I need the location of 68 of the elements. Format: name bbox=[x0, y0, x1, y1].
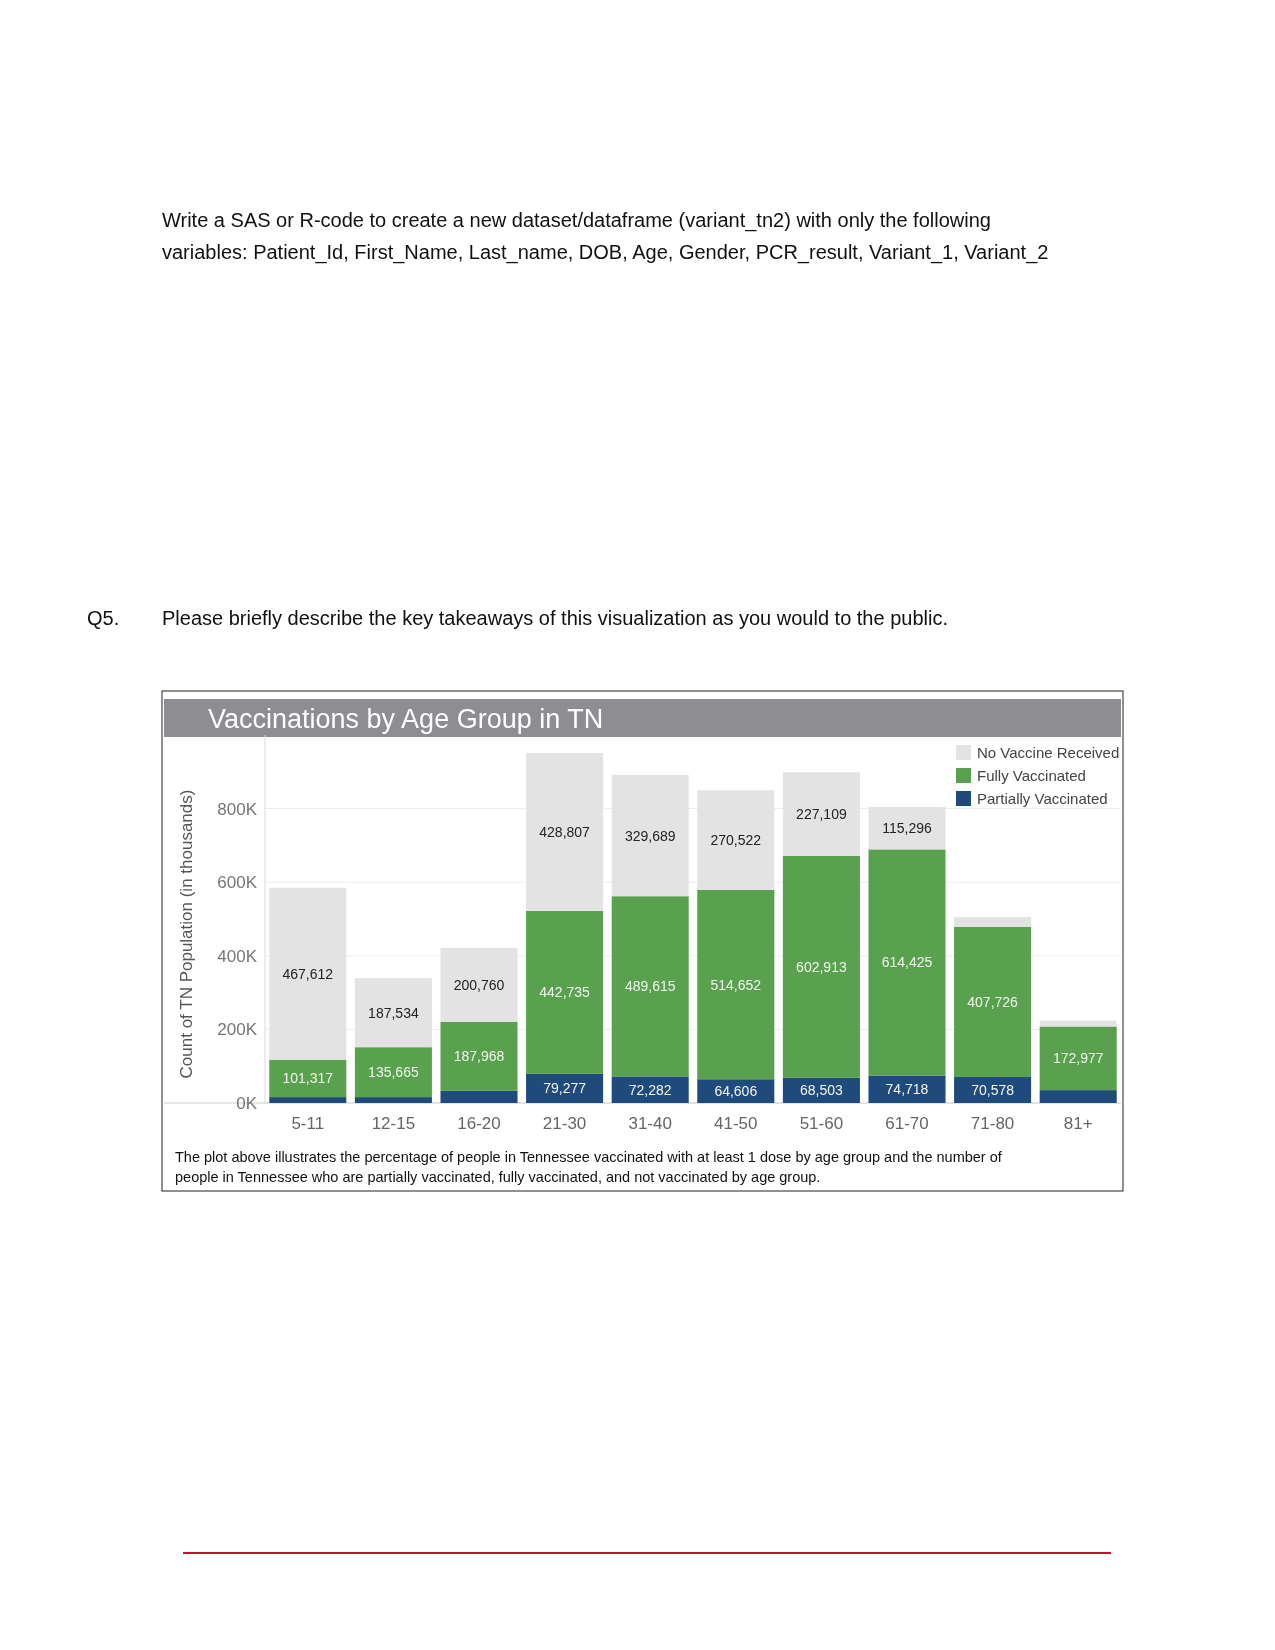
data-label: 200,760 bbox=[453, 976, 505, 993]
x-tick-label: 16-20 bbox=[457, 1114, 501, 1133]
bar bbox=[954, 926, 1032, 1078]
bar bbox=[697, 889, 775, 1080]
bar bbox=[868, 849, 946, 1076]
bar bbox=[868, 1075, 946, 1103]
data-label: 442,735 bbox=[539, 984, 591, 1001]
bar bbox=[611, 896, 689, 1077]
bar bbox=[269, 1097, 347, 1103]
x-tick-label: 31-40 bbox=[628, 1114, 672, 1133]
data-label: 467,612 bbox=[282, 965, 334, 982]
legend-label: No Vaccine Received bbox=[977, 744, 1120, 761]
bar bbox=[954, 917, 1032, 927]
data-label: 187,534 bbox=[368, 1004, 419, 1021]
y-tick-label: 800K bbox=[217, 799, 258, 819]
data-label: 270,522 bbox=[710, 832, 762, 849]
x-tick-label: 12-15 bbox=[371, 1114, 416, 1133]
text: variables: Patient_Id, First_Name, Last_name, DOB, Age, Gender, PCR_result, Variant_1, Variant_2 bbox=[162, 241, 1049, 264]
x-tick-label: 5-11 bbox=[291, 1114, 325, 1133]
data-label: 74,718 bbox=[885, 1081, 929, 1098]
bar bbox=[526, 1073, 604, 1103]
bar bbox=[354, 1047, 432, 1098]
data-label: 489,615 bbox=[624, 978, 676, 995]
y-tick-label: 200K bbox=[217, 1020, 258, 1040]
bar bbox=[782, 855, 860, 1078]
bar bbox=[526, 910, 604, 1074]
y-tick-label: 0K bbox=[236, 1094, 258, 1113]
bar bbox=[1039, 1026, 1117, 1091]
x-tick-label: 71-80 bbox=[970, 1114, 1015, 1133]
data-label: 187,968 bbox=[453, 1048, 505, 1065]
y-tick-label: 600K bbox=[217, 873, 258, 893]
data-label: 135,665 bbox=[368, 1064, 419, 1081]
x-tick-label: 21-30 bbox=[542, 1114, 587, 1133]
x-tick-label: 51-60 bbox=[799, 1114, 844, 1133]
data-label: 227,109 bbox=[796, 806, 847, 823]
y-tick-label: 400K bbox=[217, 946, 258, 966]
bar bbox=[611, 1076, 689, 1103]
data-label: 72,282 bbox=[628, 1081, 672, 1098]
data-label: 407,726 bbox=[967, 994, 1019, 1011]
bar bbox=[1039, 1090, 1117, 1103]
legend-label: Fully Vaccinated bbox=[977, 767, 1086, 784]
data-label: 514,652 bbox=[710, 976, 762, 993]
data-label: 329,689 bbox=[624, 827, 676, 844]
bar bbox=[354, 1097, 432, 1103]
data-label: 70,578 bbox=[971, 1082, 1015, 1099]
data-label: 172,977 bbox=[1052, 1050, 1104, 1067]
bar bbox=[440, 1021, 518, 1091]
data-label: 64,606 bbox=[714, 1083, 758, 1100]
data-label: 115,296 bbox=[882, 820, 932, 837]
data-label: 68,503 bbox=[799, 1082, 844, 1099]
text: Please briefly describe the key takeaways of this visualization as you would to the public. bbox=[162, 607, 948, 629]
text: people in Tennessee who are partially vaccinated, fully vaccinated, and not vaccinated by age group. bbox=[175, 1169, 821, 1185]
data-label: 614,425 bbox=[881, 954, 933, 971]
data-label: 602,913 bbox=[796, 958, 847, 975]
chart-title: Vaccinations by Age Group in TN bbox=[208, 704, 604, 734]
bar bbox=[269, 1059, 347, 1098]
y-axis-title: Count of TN Population (in thousands) bbox=[177, 789, 196, 1079]
data-label: 101,317 bbox=[282, 1070, 334, 1087]
data-label: 428,807 bbox=[539, 824, 591, 840]
x-tick-label: 41-50 bbox=[714, 1114, 758, 1133]
text: Write a SAS or R-code to create a new dataset/dataframe (variant_tn2) with only the following bbox=[162, 209, 991, 232]
x-tick-label: 81+ bbox=[1063, 1114, 1093, 1133]
text: Q5. bbox=[87, 607, 120, 629]
text: The plot above illustrates the percentage of people in Tennessee vaccinated with at least 1 dose by age group and the number of bbox=[175, 1149, 1003, 1165]
x-tick-label: 61-70 bbox=[885, 1114, 929, 1133]
data-label: 79,277 bbox=[543, 1080, 587, 1097]
legend-label: Partially Vaccinated bbox=[977, 790, 1108, 807]
bar bbox=[440, 1090, 518, 1103]
